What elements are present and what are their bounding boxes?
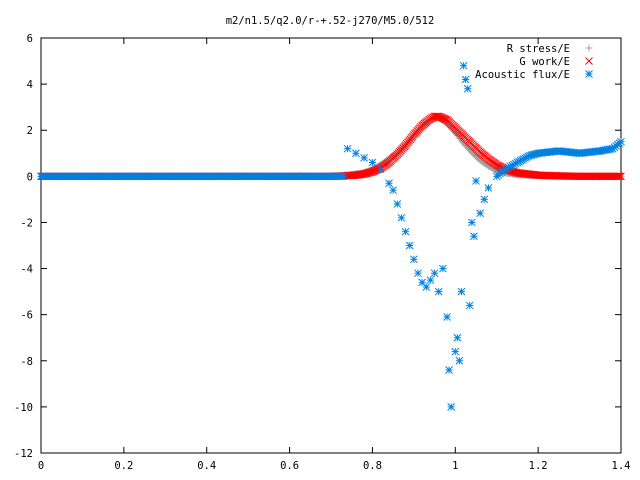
data-point	[393, 200, 402, 208]
x-tick-label: 1	[452, 460, 458, 472]
data-point	[457, 287, 466, 296]
axes	[40, 37, 622, 454]
legend-label: G work/E	[519, 56, 570, 68]
data-point	[484, 184, 493, 192]
series-1	[37, 114, 625, 180]
data-point	[426, 276, 435, 284]
data-point	[480, 195, 489, 204]
data-point	[397, 213, 406, 222]
legend-marker	[585, 70, 593, 78]
y-tick-label: 2	[27, 125, 33, 137]
series-layer	[37, 61, 625, 411]
y-tick-label: -4	[20, 264, 33, 276]
x-tick-label: 0.6	[280, 460, 299, 472]
data-point	[401, 227, 410, 236]
data-point	[617, 137, 625, 146]
data-point	[445, 366, 453, 374]
legend-label: Acoustic flux/E	[475, 69, 570, 81]
x-tick-label: 0.2	[114, 460, 133, 472]
data-point	[422, 283, 431, 291]
legend-label: R stress/E	[507, 43, 570, 55]
y-tick-label: -8	[20, 356, 33, 368]
data-point	[414, 269, 422, 278]
data-point	[360, 154, 368, 162]
data-point	[451, 347, 460, 356]
y-tick-label: -12	[14, 448, 33, 460]
data-point	[443, 313, 451, 321]
data-point	[453, 333, 462, 342]
data-point	[459, 61, 468, 70]
x-tick-label: 0	[38, 460, 44, 472]
data-point	[339, 172, 348, 181]
data-point	[614, 172, 623, 181]
plot-frame	[40, 37, 622, 454]
data-point	[472, 177, 480, 185]
data-point	[461, 75, 470, 84]
data-point	[447, 403, 455, 411]
data-point	[470, 232, 478, 241]
y-tick-label: 4	[27, 79, 33, 91]
data-point	[455, 356, 464, 365]
y-tick-label: -10	[14, 402, 33, 414]
chart-title: m2/n1.5/q2.0/r-+.52-j270/M5.0/512	[226, 15, 435, 27]
data-point	[468, 218, 476, 227]
data-point	[343, 144, 352, 153]
x-tick-label: 1.2	[529, 460, 548, 472]
data-point	[405, 241, 414, 250]
data-point	[615, 172, 624, 181]
series-3	[37, 61, 625, 411]
y-tick-label: 0	[27, 171, 33, 183]
data-point	[463, 84, 472, 93]
series-2	[37, 112, 625, 181]
x-tick-label: 1.4	[612, 460, 631, 472]
x-tick-label: 0.8	[363, 460, 382, 472]
data-point	[376, 165, 385, 174]
data-point	[430, 269, 439, 278]
data-point	[385, 179, 393, 188]
data-point	[352, 149, 360, 158]
data-point	[465, 301, 474, 310]
data-point	[617, 172, 625, 181]
data-point	[613, 172, 622, 181]
y-tick-label: -2	[20, 217, 33, 229]
x-tick-label: 0.4	[197, 460, 216, 472]
ticks: 0 0.2 0.4 0.6 0.8 1 1.2 1.4 6 4 2 0 -2 -4 -6 -8 -10 -12	[14, 33, 630, 472]
data-point	[389, 186, 397, 195]
legend-marker	[585, 44, 593, 52]
legend-marker	[585, 57, 593, 65]
y-tick-label: -6	[20, 310, 33, 322]
data-point	[368, 158, 377, 167]
data-point	[439, 264, 447, 273]
data-point	[434, 287, 443, 296]
y-tick-label: 6	[27, 33, 33, 45]
data-point	[410, 255, 418, 264]
data-point	[476, 209, 484, 218]
